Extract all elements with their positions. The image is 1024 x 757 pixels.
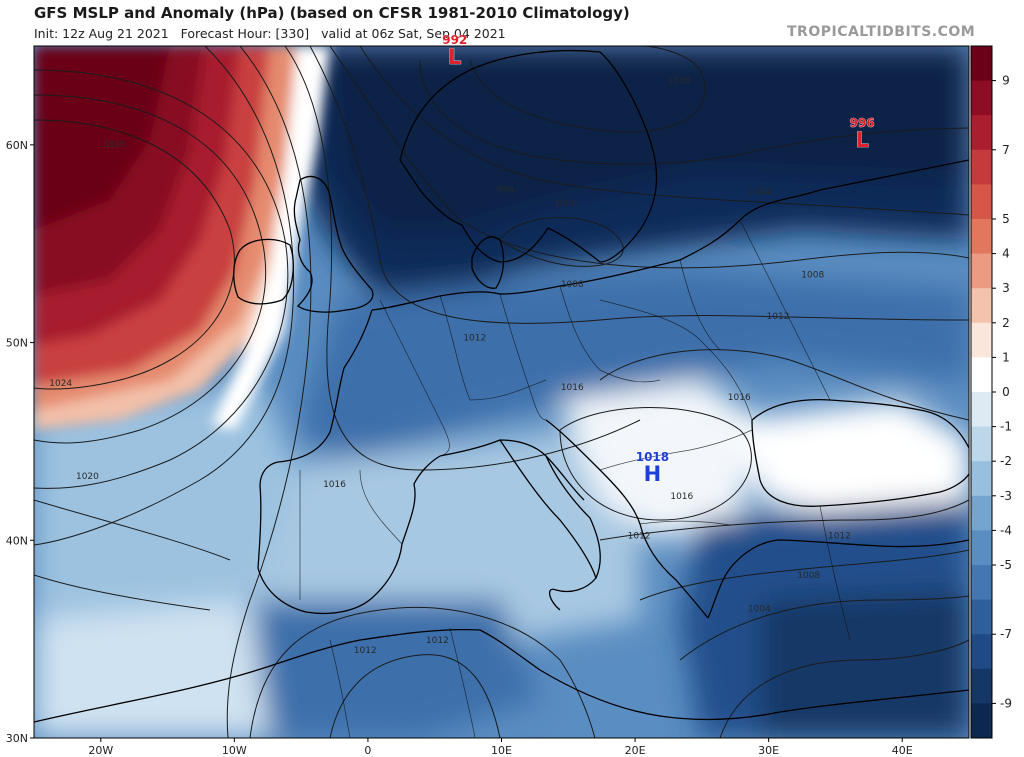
colorbar-label: -1 bbox=[1000, 420, 1012, 434]
isobar-label: 1000 bbox=[554, 199, 577, 209]
isobar-labels: 1020 1024 1020 1016 1012 1016 1016 1016 1012 1012… bbox=[49, 77, 851, 656]
low-pressure-value: 992 bbox=[442, 33, 467, 47]
isobar-label: 1016 bbox=[323, 480, 346, 490]
colorbar-segment bbox=[971, 288, 992, 324]
lon-tick-label: 0 bbox=[364, 744, 371, 757]
site-brand: TROPICALTIDBITS.COM bbox=[787, 24, 976, 40]
colorbar-label: 4 bbox=[1002, 247, 1010, 261]
colorbar-segment bbox=[971, 634, 992, 670]
isobar-label: 1012 bbox=[828, 531, 851, 541]
colorbar-segment bbox=[971, 703, 992, 739]
colorbar-label: -7 bbox=[1000, 627, 1012, 641]
latitude-ticks: 60N 50N 40N 30N bbox=[6, 139, 34, 745]
lat-tick-label: 60N bbox=[6, 139, 28, 152]
colorbar-label: 7 bbox=[1002, 143, 1010, 157]
colorbar-segment bbox=[971, 80, 992, 116]
lat-tick-label: 30N bbox=[6, 732, 28, 745]
isobar-label: 1012 bbox=[628, 531, 651, 541]
colorbar-label: 9 bbox=[1002, 74, 1010, 88]
isobar-label: 1016 bbox=[561, 383, 584, 393]
colorbar-label: -4 bbox=[1000, 523, 1012, 537]
lon-tick-label: 30E bbox=[758, 744, 779, 757]
isobar-label: 1000 bbox=[668, 77, 691, 87]
colorbar-label: -2 bbox=[1000, 454, 1012, 468]
colorbar-segment bbox=[971, 461, 992, 497]
isobar-label: 1016 bbox=[728, 393, 751, 403]
country-borders bbox=[299, 219, 851, 738]
colorbar-segment bbox=[971, 253, 992, 289]
colorbar-label: -5 bbox=[1000, 558, 1012, 572]
colorbar-label: 0 bbox=[1002, 385, 1010, 399]
isobar-label: 1024 bbox=[49, 379, 72, 389]
colorbar-segment bbox=[971, 599, 992, 635]
isobar-label: 996 bbox=[497, 185, 514, 195]
colorbar-label: 3 bbox=[1002, 281, 1010, 295]
colorbar-segment bbox=[971, 668, 992, 704]
high-pressure-letter: H bbox=[644, 462, 662, 486]
longitude-ticks: 20W 10W 0 10E 20E 30E 40E bbox=[88, 738, 913, 757]
colorbar-segment bbox=[971, 149, 992, 185]
isobar-label: 1012 bbox=[463, 334, 486, 344]
colorbar-label: -9 bbox=[1000, 696, 1012, 710]
lon-tick-label: 10W bbox=[222, 744, 247, 757]
isobar-lines bbox=[34, 46, 969, 738]
isobar-label: 1012 bbox=[426, 636, 449, 646]
colorbar-segment bbox=[971, 322, 992, 358]
colorbar-segment bbox=[971, 426, 992, 462]
colorbar-label: 2 bbox=[1002, 316, 1010, 330]
lon-tick-label: 20E bbox=[625, 744, 646, 757]
colorbar-label: -3 bbox=[1000, 489, 1012, 503]
high-pressure-value: 1018 bbox=[636, 450, 669, 464]
low-pressure-letter: L bbox=[448, 45, 461, 69]
lon-tick-label: 10E bbox=[491, 744, 512, 757]
lat-tick-label: 50N bbox=[6, 337, 28, 350]
lon-tick-label: 40E bbox=[892, 744, 913, 757]
isobar-label: 1020 bbox=[103, 140, 126, 150]
colorbar-segment bbox=[971, 530, 992, 566]
isobar-label: 1016 bbox=[670, 492, 693, 502]
isobar-label: 1004 bbox=[748, 604, 771, 614]
low-pressure-letter: L bbox=[855, 128, 868, 152]
anomaly-colorbar: 9 7 5 4 3 2 1 0 -1 -2 -3 -4 -5 -7 -9 bbox=[970, 45, 1012, 739]
colorbar-label: 1 bbox=[1002, 350, 1010, 364]
isobar-label: 1008 bbox=[561, 280, 584, 290]
low-pressure-value: 996 bbox=[850, 116, 875, 130]
isobar-label: 1004 bbox=[748, 187, 771, 197]
isobar-label: 1008 bbox=[797, 571, 820, 581]
chart-title: GFS MSLP and Anomaly (hPa) (based on CFS… bbox=[34, 4, 630, 22]
forecast-info: Init: 12z Aug 21 2021 Forecast Hour: [33… bbox=[34, 26, 506, 41]
coastlines bbox=[34, 49, 969, 723]
colorbar-segment bbox=[971, 357, 992, 393]
isobar-label: 1020 bbox=[76, 472, 99, 482]
anomaly-shading bbox=[34, 46, 969, 738]
colorbar-segment bbox=[971, 565, 992, 601]
colorbar-label: 5 bbox=[1002, 212, 1010, 226]
isobar-label: 1008 bbox=[801, 270, 824, 280]
colorbar-segment bbox=[971, 184, 992, 220]
lat-tick-label: 40N bbox=[6, 534, 28, 547]
colorbar-segment bbox=[971, 495, 992, 531]
colorbar-segment bbox=[971, 392, 992, 428]
isobar-label: 1012 bbox=[354, 646, 377, 656]
map-axes: 60N 50N 40N 30N 20W 10W 0 10E 20E 30E 40E bbox=[6, 45, 970, 757]
colorbar-segment bbox=[971, 46, 992, 82]
colorbar-segment bbox=[971, 219, 992, 255]
colorbar-segment bbox=[971, 115, 992, 151]
isobar-label: 1012 bbox=[767, 312, 790, 322]
lon-tick-label: 20W bbox=[88, 744, 113, 757]
